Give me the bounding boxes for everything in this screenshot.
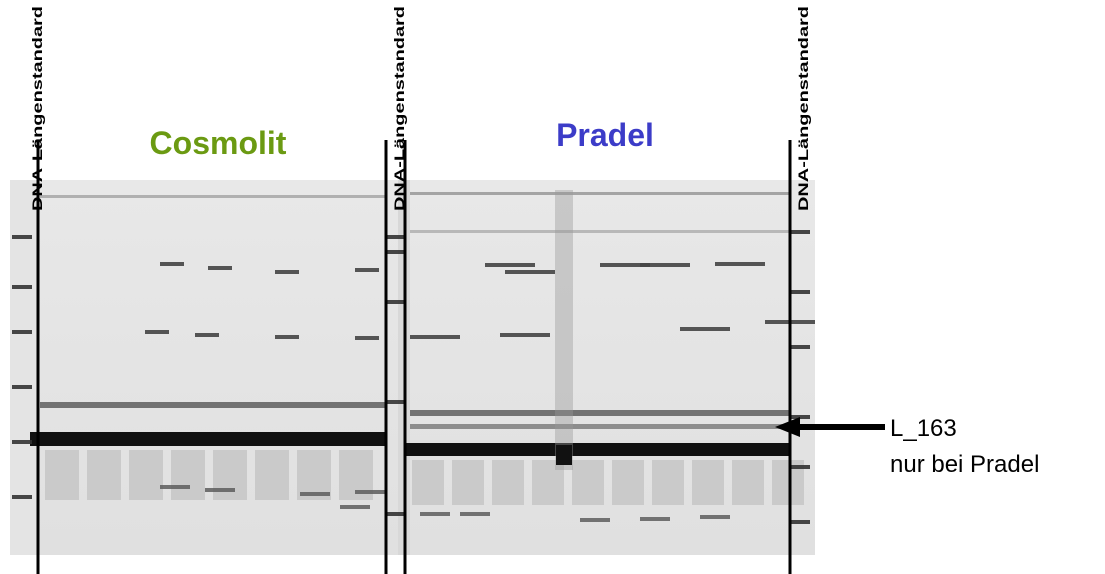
gel-band xyxy=(732,460,764,505)
gel-band xyxy=(410,335,460,339)
gel-band xyxy=(355,336,379,340)
gel-band xyxy=(340,505,370,509)
gel-band xyxy=(205,488,235,492)
gel-band xyxy=(680,327,730,331)
gel-band xyxy=(410,424,790,429)
gel-band xyxy=(300,492,330,496)
standard-label: DNA-Längenstandard xyxy=(795,6,811,211)
gel-band xyxy=(12,330,32,334)
gel-band xyxy=(275,270,299,274)
gel-band xyxy=(410,192,790,195)
gel-band xyxy=(505,270,555,274)
gel-band xyxy=(652,460,684,505)
gel-band xyxy=(790,520,810,524)
gel-band xyxy=(160,262,184,266)
standard-label: DNA-Längenstandard xyxy=(29,6,45,211)
gel-band xyxy=(532,460,564,505)
gel-band xyxy=(385,235,405,239)
gel-band xyxy=(87,450,121,500)
standard-label: DNA-Längenstandard xyxy=(391,6,407,211)
gel-band xyxy=(452,460,484,505)
gel-band xyxy=(12,495,32,499)
gel-band xyxy=(160,485,190,489)
gel-band xyxy=(640,263,690,267)
gel-band xyxy=(790,230,810,234)
arrow-head xyxy=(775,417,800,437)
gel-band xyxy=(410,230,790,233)
gel-band xyxy=(405,443,790,456)
gel-band xyxy=(12,385,32,389)
gel-band xyxy=(410,410,790,416)
gel-bands xyxy=(12,190,815,524)
gel-band xyxy=(129,450,163,500)
gel-band xyxy=(700,515,730,519)
gel-band xyxy=(12,235,32,239)
gel-band xyxy=(213,450,247,500)
gel-band xyxy=(12,285,32,289)
gel-band xyxy=(640,517,670,521)
marker-note: nur bei Pradel xyxy=(890,451,1039,478)
gel-band xyxy=(612,460,644,505)
group-title: Cosmolit xyxy=(150,125,287,161)
gel-band xyxy=(555,190,573,470)
gel-band xyxy=(30,432,386,446)
gel-band xyxy=(580,518,610,522)
gel-band xyxy=(355,268,379,272)
gel-band xyxy=(171,450,205,500)
gel-band xyxy=(790,345,810,349)
gel-band xyxy=(692,460,724,505)
gel-band xyxy=(790,290,810,294)
gel-band xyxy=(790,465,810,469)
gel-band xyxy=(145,330,169,334)
gel-band xyxy=(492,460,524,505)
gel-band xyxy=(12,440,32,444)
gel-band xyxy=(208,266,232,270)
gel-band xyxy=(572,460,604,505)
gel-band xyxy=(385,512,405,516)
gel-band xyxy=(385,250,405,254)
gel-band xyxy=(385,400,405,404)
gel-band xyxy=(275,335,299,339)
gel-band xyxy=(412,460,444,505)
gel-band xyxy=(600,263,650,267)
gel-band xyxy=(195,333,219,337)
marker-label: L_163 xyxy=(890,415,957,442)
gel-band xyxy=(355,490,385,494)
gel-band xyxy=(485,263,535,267)
group-title: Pradel xyxy=(556,117,654,153)
gel-band xyxy=(40,195,386,198)
gel-band xyxy=(460,512,490,516)
gel-band xyxy=(556,445,572,465)
gel-band xyxy=(500,333,550,337)
gel-band xyxy=(255,450,289,500)
gel-band xyxy=(420,512,450,516)
gel-band xyxy=(385,300,405,304)
gel-band xyxy=(45,450,79,500)
gel-edge xyxy=(10,180,40,555)
gel-band xyxy=(297,450,331,500)
gel-band xyxy=(715,262,765,266)
gel-band xyxy=(40,402,386,408)
